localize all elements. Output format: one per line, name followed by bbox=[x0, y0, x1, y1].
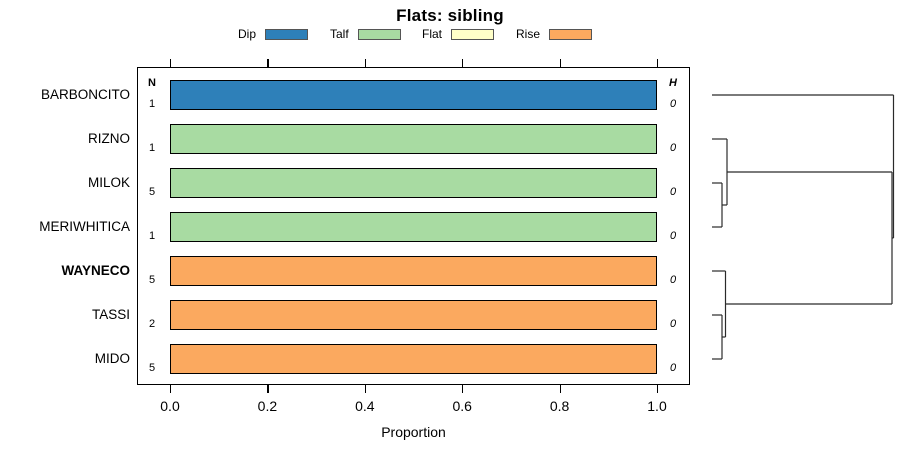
row-label-barboncito: BARBONCITO bbox=[40, 87, 130, 102]
n-column-header: N bbox=[148, 77, 156, 89]
x-tick-bottom bbox=[364, 385, 366, 393]
bar-mido bbox=[170, 344, 657, 374]
x-tick-bottom bbox=[462, 385, 464, 393]
legend-item-flat: Flat bbox=[422, 27, 495, 41]
x-tick-top bbox=[462, 59, 464, 67]
h-column-header: H bbox=[669, 77, 677, 89]
n-value: 1 bbox=[148, 142, 156, 154]
n-value: 5 bbox=[148, 186, 156, 198]
bar-rizno bbox=[170, 124, 657, 154]
x-tick-label: 0.6 bbox=[452, 398, 472, 414]
n-value: 1 bbox=[148, 98, 156, 110]
legend-label: Flat bbox=[422, 27, 443, 41]
chart-title: Flats: sibling bbox=[396, 6, 504, 25]
x-tick-top bbox=[657, 59, 659, 67]
row-label-tassi: TASSI bbox=[91, 307, 130, 322]
h-value: 0 bbox=[669, 186, 677, 198]
x-tick-top bbox=[170, 59, 172, 67]
row-label-rizno: RIZNO bbox=[88, 131, 130, 146]
legend-swatch-rise bbox=[549, 28, 593, 40]
h-value: 0 bbox=[669, 230, 677, 242]
legend-item-talf: Talf bbox=[330, 27, 401, 41]
bar-milok bbox=[170, 168, 657, 198]
legend-swatch-flat bbox=[451, 28, 495, 40]
bar-meriwhitica bbox=[170, 212, 657, 242]
h-value: 0 bbox=[669, 142, 677, 154]
legend-swatch-dip bbox=[265, 28, 309, 40]
x-tick-bottom bbox=[559, 385, 561, 393]
h-value: 0 bbox=[669, 274, 677, 286]
x-tick-bottom bbox=[267, 385, 269, 393]
x-tick-top bbox=[364, 59, 366, 67]
row-label-wayneco: WAYNECO bbox=[61, 263, 130, 278]
n-value: 1 bbox=[148, 230, 156, 242]
bar-barboncito bbox=[170, 80, 657, 110]
x-tick-bottom bbox=[657, 385, 659, 393]
h-value: 0 bbox=[669, 98, 677, 110]
h-value: 0 bbox=[669, 318, 677, 330]
n-value: 2 bbox=[148, 318, 156, 330]
bar-wayneco bbox=[170, 256, 657, 286]
x-tick-label: 0.8 bbox=[549, 398, 570, 414]
legend-label: Dip bbox=[238, 27, 257, 41]
legend-swatch-talf bbox=[357, 28, 401, 40]
row-label-milok: MILOK bbox=[87, 175, 130, 190]
bar-tassi bbox=[170, 300, 657, 330]
legend-item-dip: Dip bbox=[238, 27, 309, 41]
x-tick-label: 1.0 bbox=[647, 398, 667, 414]
x-tick-label: 0.4 bbox=[355, 398, 375, 414]
x-axis-title: Proportion bbox=[381, 424, 446, 440]
n-value: 5 bbox=[148, 274, 156, 286]
legend-item-rise: Rise bbox=[516, 27, 593, 41]
h-value: 0 bbox=[669, 362, 677, 374]
x-tick-label: 0.2 bbox=[257, 398, 278, 414]
row-label-meriwhitica: MERIWHITICA bbox=[39, 219, 130, 234]
x-tick-label: 0.0 bbox=[160, 398, 180, 414]
row-label-mido: MIDO bbox=[94, 351, 130, 366]
x-tick-top bbox=[559, 59, 561, 67]
x-tick-bottom bbox=[170, 385, 172, 393]
n-value: 5 bbox=[148, 362, 156, 374]
legend-label: Rise bbox=[516, 27, 541, 41]
x-tick-top bbox=[267, 59, 269, 67]
legend-label: Talf bbox=[330, 27, 349, 41]
